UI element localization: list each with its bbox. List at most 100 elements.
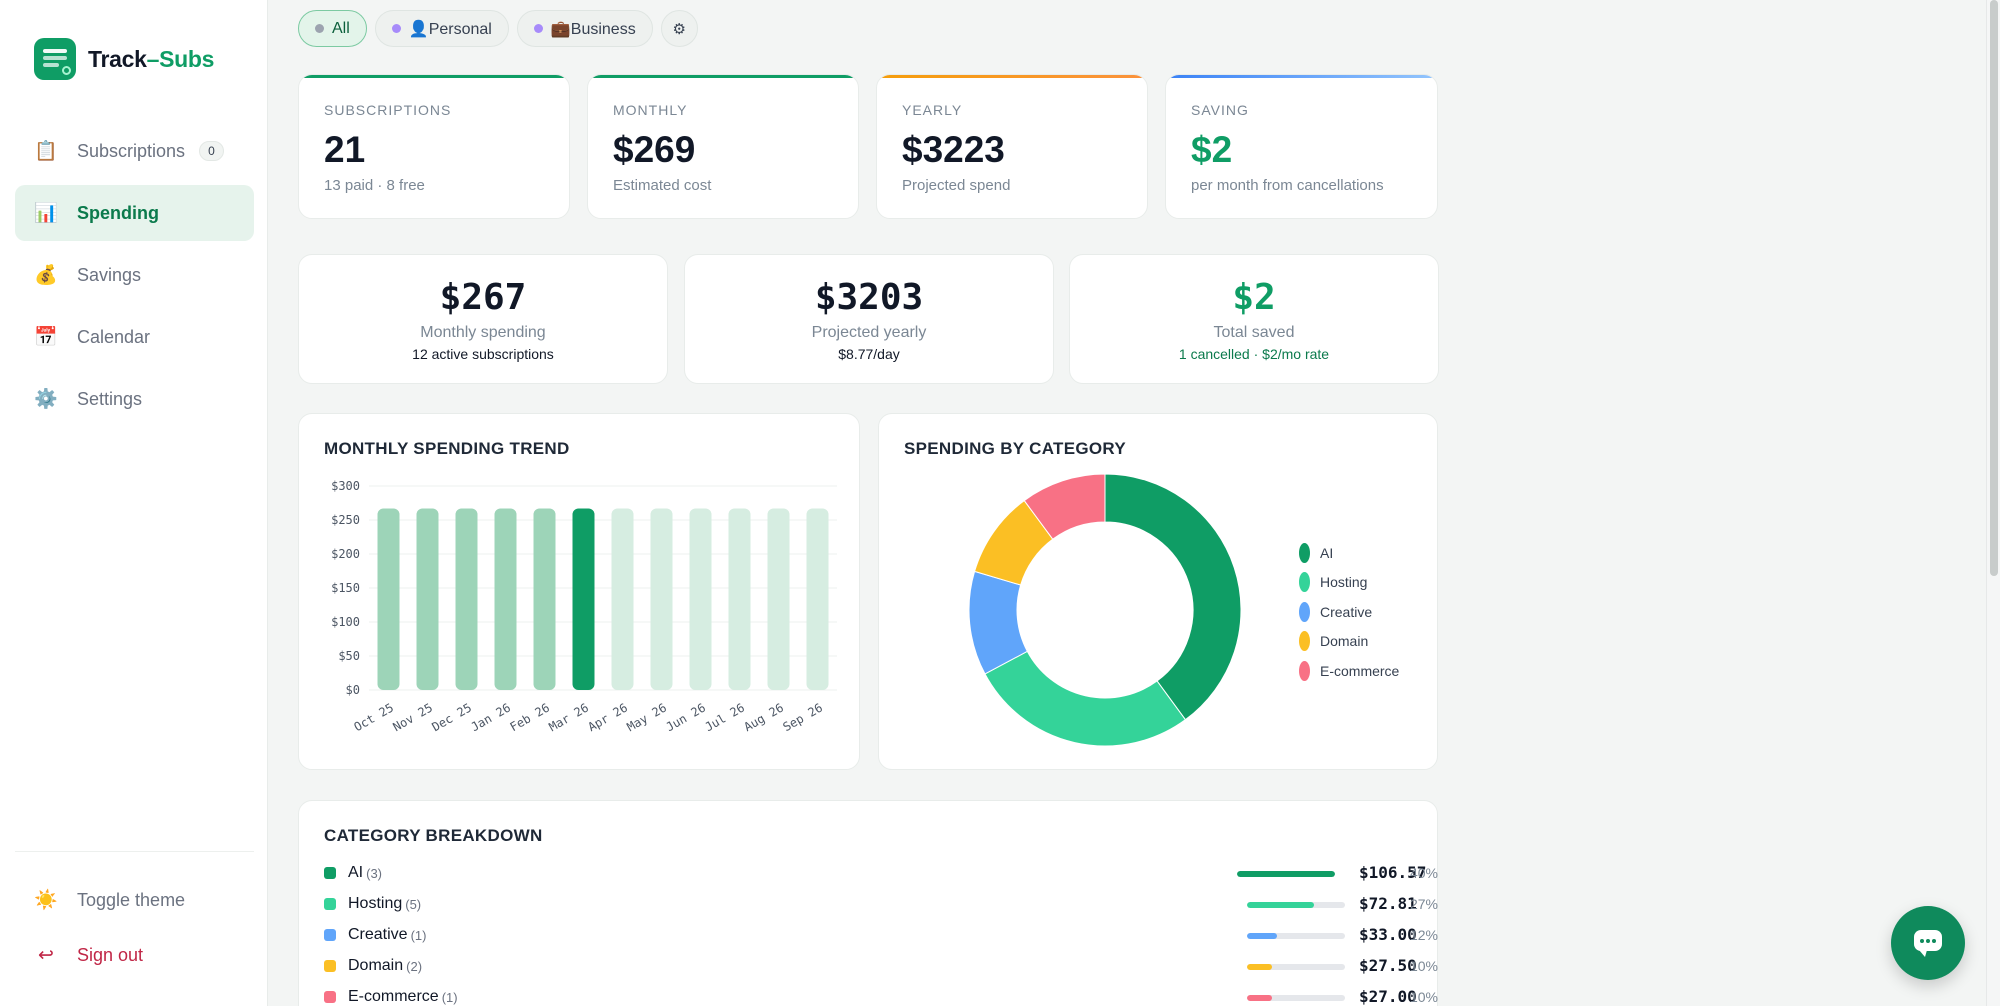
category-progress-track: [1247, 902, 1345, 908]
sidebar-item-label: Calendar: [77, 326, 151, 347]
legend-item[interactable]: E-commerce: [1299, 656, 1399, 686]
category-swatch: [324, 960, 336, 972]
stat-label: YEARLY: [902, 102, 963, 118]
summary-value: $3203: [814, 277, 924, 318]
panel-title: SPENDING BY CATEGORY: [904, 439, 1126, 458]
sidebar-item-savings[interactable]: 💰 Savings: [15, 247, 254, 303]
y-tick-label: $300: [331, 479, 360, 493]
filter-all-chip[interactable]: All: [298, 10, 367, 47]
category-donut-chart: [968, 473, 1242, 747]
gear-icon: ⚙: [672, 20, 686, 38]
bar: [572, 508, 595, 690]
x-tick-label: Nov 25: [390, 700, 435, 734]
filter-dot-icon: [533, 24, 543, 33]
category-progress-track: [1247, 964, 1345, 970]
app-logo[interactable]: Track–Subs: [34, 38, 214, 80]
toggle-theme-button[interactable]: ☀️ Toggle theme: [33, 888, 185, 912]
x-tick-label: Dec 25: [429, 700, 474, 734]
sidebar-item-label: Savings: [77, 264, 142, 285]
bar: [806, 508, 829, 690]
stat-label: MONTHLY: [613, 102, 688, 118]
sidebar-item-spending[interactable]: 📊 Spending: [15, 185, 254, 241]
bar: [728, 508, 751, 690]
toggle-theme-label: Toggle theme: [77, 889, 186, 910]
filter-chips: All 👤Personal 💼Business ⚙: [298, 10, 698, 47]
filter-settings-button[interactable]: ⚙: [660, 10, 698, 47]
summary-label: Projected yearly: [811, 324, 927, 341]
category-count: (1): [441, 989, 458, 1005]
app-name: Track–Subs: [88, 45, 215, 72]
sidebar-nav: 📋 Subscriptions 0 📊 Spending 💰 Savings 📅…: [15, 123, 254, 433]
stat-sub: Projected spend: [902, 177, 1011, 194]
summary-label: Total saved: [1213, 324, 1295, 341]
x-tick-label: Feb 26: [507, 700, 552, 734]
gear-icon: ⚙️: [34, 389, 58, 410]
stat-accent-line: [588, 75, 858, 78]
category-name: Hosting: [348, 895, 403, 912]
category-name: Creative: [348, 926, 408, 943]
x-tick-label: Jan 26: [468, 700, 513, 734]
summary-card-monthly: $267 Monthly spending 12 active subscrip…: [298, 254, 668, 384]
bar: [650, 508, 673, 690]
category-progress-fill: [1237, 871, 1335, 877]
monthly-trend-panel: MONTHLY SPENDING TREND $0 $50 $100 $150 $200…: [298, 413, 860, 770]
x-tick-label: Apr 26: [585, 700, 630, 734]
legend-item[interactable]: Creative: [1299, 597, 1399, 627]
bar: [455, 508, 478, 690]
legend-label: Domain: [1320, 633, 1369, 650]
sign-out-icon: ↩: [38, 945, 54, 966]
summary-label: Monthly spending: [420, 324, 546, 341]
sidebar-item-label: Spending: [77, 202, 159, 223]
category-breakdown-panel: CATEGORY BREAKDOWN AI (3) $106.57 40% Hostin…: [298, 800, 1438, 1006]
donut-slice: [1023, 473, 1106, 540]
y-tick-label: $0: [346, 683, 360, 697]
sidebar-item-label: Subscriptions: [77, 140, 186, 161]
x-tick-label: Jul 26: [702, 700, 747, 734]
category-progress-fill: [1247, 933, 1278, 939]
chat-button[interactable]: [1891, 906, 1965, 980]
legend-item[interactable]: Domain: [1299, 627, 1399, 657]
scrollbar-thumb[interactable]: [1990, 0, 1998, 576]
stat-card-yearly: YEARLY $3223 Projected spend: [876, 74, 1148, 219]
x-tick-label: Oct 25: [351, 700, 396, 734]
filter-business-label: 💼Business: [550, 20, 636, 38]
legend-swatch: [1299, 631, 1310, 652]
legend-swatch: [1299, 660, 1310, 681]
sign-out-button[interactable]: ↩ Sign out: [33, 944, 143, 967]
money-bag-icon: 💰: [34, 265, 58, 286]
legend-swatch: [1299, 542, 1310, 563]
category-swatch: [324, 867, 336, 879]
sidebar-item-calendar[interactable]: 📅 Calendar: [15, 309, 254, 365]
legend-item[interactable]: Hosting: [1299, 568, 1399, 598]
category-count: (2): [406, 958, 423, 974]
category-chart-panel: SPENDING BY CATEGORY AI Hosting Creative Do…: [878, 413, 1438, 770]
category-percent: 27%: [1409, 896, 1438, 912]
stat-value: $3223: [902, 129, 1005, 170]
legend-label: AI: [1320, 544, 1334, 561]
sidebar-item-subscriptions[interactable]: 📋 Subscriptions 0: [15, 123, 254, 179]
category-amount: $33.00: [1359, 925, 1417, 944]
stat-card-subscriptions: SUBSCRIPTIONS 21 13 paid · 8 free: [298, 74, 570, 219]
bar-chart-icon: 📊: [34, 203, 58, 224]
filter-business-chip[interactable]: 💼Business: [516, 10, 653, 47]
bar: [377, 508, 400, 690]
sidebar-item-settings[interactable]: ⚙️ Settings: [15, 371, 254, 427]
category-progress-fill: [1247, 995, 1272, 1001]
filter-personal-chip[interactable]: 👤Personal: [374, 10, 509, 47]
y-tick-label: $150: [331, 581, 360, 595]
donut-slice: [1104, 473, 1242, 721]
summary-card-saved: $2 Total saved 1 cancelled · $2/mo rate: [1069, 254, 1439, 384]
legend-item[interactable]: AI: [1299, 538, 1399, 568]
category-progress-track: [1247, 933, 1345, 939]
logo-icon: [34, 38, 76, 80]
panel-title: MONTHLY SPENDING TREND: [324, 439, 570, 458]
sign-out-label: Sign out: [77, 945, 144, 965]
summary-value: $267: [439, 277, 527, 318]
category-swatch: [324, 898, 336, 910]
summary-sub: $8.77/day: [838, 346, 900, 362]
category-swatch: [324, 991, 336, 1003]
summary-card-yearly: $3203 Projected yearly $8.77/day: [684, 254, 1054, 384]
stat-accent-line: [1166, 75, 1437, 78]
page-scrollbar[interactable]: [1986, 0, 2000, 1006]
stat-value: $2: [1191, 129, 1233, 170]
